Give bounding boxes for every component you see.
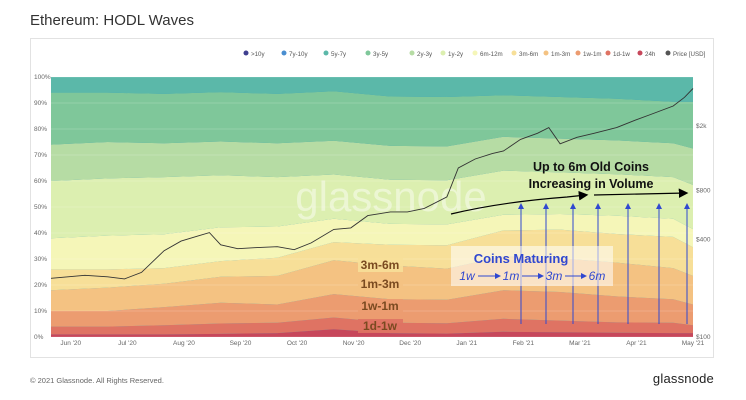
y-left-tick-label: 50%	[34, 204, 47, 211]
y-left-tick-label: 30%	[34, 256, 47, 263]
x-tick-label: Mar '21	[569, 340, 591, 347]
y-left-tick-label: 0%	[34, 334, 44, 341]
price-layer	[50, 88, 694, 280]
y-left-tick-label: 60%	[34, 178, 47, 185]
legend-label-5y-7y: 5y-7y	[331, 51, 347, 58]
header-arrow-left	[450, 190, 589, 215]
x-tick-label: Jul '20	[118, 340, 137, 347]
annotations: 3m-6m 1m-3m 1w-1m 1d-1w Up to 6m Old Coins In…	[358, 160, 690, 333]
area-layer	[51, 77, 693, 337]
maturing-step-6m: 6m	[589, 269, 606, 283]
price-line	[50, 88, 694, 280]
legend-label-10y: >10y	[251, 51, 265, 58]
y-right-tick-label: $2k	[696, 123, 707, 130]
legend-swatch-3y-5y	[365, 50, 371, 56]
legend-label-3y-5y: 3y-5y	[373, 51, 389, 58]
legend-swatch-7y-10y	[281, 50, 287, 56]
legend-swatch-1m-3m	[543, 50, 549, 56]
y-right-tick-label: $100	[696, 334, 711, 341]
x-tick-label: May '21	[682, 340, 705, 347]
area-2y-3y	[51, 136, 693, 185]
band-label-3m-6m: 3m-6m	[361, 258, 400, 272]
chart-legend: >10y 7y-10y 5y-7y 3y-5y 2y-3y 1y-2y 6m-12m 3m-6…	[243, 50, 706, 58]
x-tick-label: Jan '21	[456, 340, 477, 347]
y-left-tick-label: 80%	[34, 126, 47, 133]
band-label-bg	[358, 258, 403, 272]
x-tick-label: Feb '21	[513, 340, 535, 347]
x-axis: Jun '20 Jul '20 Aug '20 Sep '20 Oct '20 Nov '…	[60, 340, 704, 347]
y-left-tick-label: 100%	[34, 74, 51, 81]
band-label-bg	[358, 319, 403, 333]
band-label-1m-3m: 1m-3m	[361, 277, 400, 291]
maturing-step-1w: 1w	[459, 269, 476, 283]
legend-swatch-10y	[243, 50, 249, 56]
legend-label-1d-1w: 1d-1w	[613, 51, 630, 58]
legend-label-price-usd: Price [USD]	[673, 51, 706, 58]
maturing-box	[451, 246, 613, 286]
y-left-tick-label: 90%	[34, 100, 47, 107]
x-tick-label: Sep '20	[230, 340, 252, 347]
y-axis-right: $100 $400 $800 $2k	[696, 123, 711, 341]
legend-swatch-price-usd	[665, 50, 671, 56]
area-5y-7y	[51, 77, 693, 102]
band-label-bg	[358, 299, 403, 313]
maturing-step-3m: 3m	[546, 269, 563, 283]
legend-label-24h: 24h	[645, 51, 656, 58]
legend-swatch-5y-7y	[323, 50, 329, 56]
maturing-title: Coins Maturing	[474, 251, 569, 266]
legend-swatch-3m-6m	[511, 50, 517, 56]
legend-swatch-6m-12m	[472, 50, 478, 56]
annotation-header-line1: Up to 6m Old Coins	[533, 160, 649, 174]
legend-label-1y-2y: 1y-2y	[448, 51, 464, 58]
legend-label-3m-6m: 3m-6m	[519, 51, 538, 58]
copyright-text: © 2021 Glassnode. All Rights Reserved.	[30, 376, 164, 385]
annotation-header-line2: Increasing in Volume	[529, 177, 654, 191]
y-left-tick-label: 40%	[34, 230, 47, 237]
area-24h	[51, 329, 693, 337]
header-arrow-right	[593, 188, 689, 198]
x-tick-label: Oct '20	[287, 340, 308, 347]
y-left-tick-label: 20%	[34, 282, 47, 289]
legend-swatch-24h	[637, 50, 643, 56]
y-left-tick-label: 10%	[34, 308, 47, 315]
legend-swatch-1w-1m	[575, 50, 581, 56]
hodl-waves-chart: >10y 7y-10y 5y-7y 3y-5y 2y-3y 1y-2y 6m-12m 3m-6…	[34, 50, 711, 347]
legend-label-7y-10y: 7y-10y	[289, 51, 308, 58]
y-right-tick-label: $400	[696, 236, 711, 243]
band-label-1d-1w: 1d-1w	[363, 319, 398, 333]
chart-card: >10y 7y-10y 5y-7y 3y-5y 2y-3y 1y-2y 6m-12m 3m-6…	[30, 38, 714, 358]
page-title: Ethereum: HODL Waves	[30, 12, 194, 29]
area-1y-2y	[51, 170, 693, 239]
x-tick-label: Jun '20	[60, 340, 81, 347]
x-tick-label: Dec '20	[399, 340, 421, 347]
x-tick-label: Nov '20	[343, 340, 365, 347]
y-left-tick-label: 70%	[34, 152, 47, 159]
band-label-1w-1m: 1w-1m	[361, 299, 398, 313]
y-axis-left: 0% 10% 20% 30% 40% 50% 60% 70% 80% 90% 100%	[34, 74, 51, 341]
legend-label-6m-12m: 6m-12m	[480, 51, 503, 58]
x-tick-label: Apr '21	[626, 340, 647, 347]
band-label-bg	[358, 277, 403, 291]
area-3y-5y	[51, 91, 693, 149]
legend-swatch-1d-1w	[605, 50, 611, 56]
area-6m-12m	[51, 214, 693, 270]
maturing-step-1m: 1m	[503, 269, 520, 283]
legend-swatch-1y-2y	[440, 50, 446, 56]
legend-label-1m-3m: 1m-3m	[551, 51, 570, 58]
x-tick-label: Aug '20	[173, 340, 195, 347]
brand-logo: glassnode	[652, 371, 714, 386]
legend-label-1w-1m: 1w-1m	[583, 51, 602, 58]
legend-swatch-2y-3y	[409, 50, 415, 56]
legend-label-2y-3y: 2y-3y	[417, 51, 433, 58]
y-right-tick-label: $800	[696, 187, 711, 194]
